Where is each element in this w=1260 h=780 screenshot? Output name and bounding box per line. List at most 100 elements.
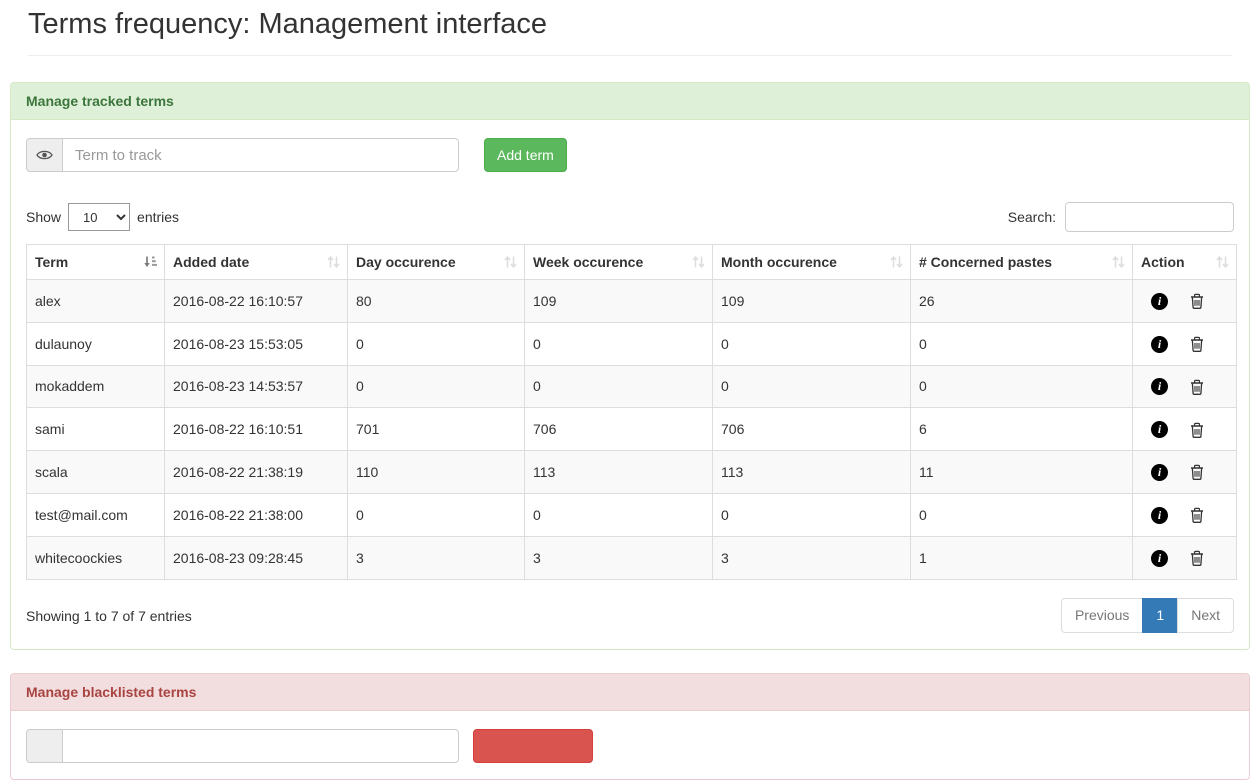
blacklisted-terms-panel: Manage blacklisted terms xyxy=(10,673,1250,780)
day-occurence-cell: 80 xyxy=(347,279,525,323)
tracked-terms-panel-heading: Manage tracked terms xyxy=(11,83,1249,120)
table-row: alex 2016-08-22 16:10:57 80 109 109 26 i xyxy=(26,279,1237,323)
sort-ascending-icon xyxy=(143,255,158,269)
column-header-action[interactable]: Action xyxy=(1132,244,1237,280)
term-cell: sami xyxy=(26,407,165,452)
action-cell: i xyxy=(1132,492,1237,537)
week-occurence-cell: 706 xyxy=(524,407,713,452)
sort-both-icon xyxy=(327,255,340,269)
pagination: Previous 1 Next xyxy=(1060,597,1234,634)
concerned-pastes-cell: 0 xyxy=(910,364,1133,409)
concerned-pastes-cell: 11 xyxy=(910,450,1133,494)
action-cell: i xyxy=(1132,407,1237,452)
column-header-concerned-pastes[interactable]: # Concerned pastes xyxy=(910,244,1133,280)
term-cell: whitecoockies xyxy=(26,535,165,580)
pagination-previous[interactable]: Previous xyxy=(1060,597,1144,634)
week-occurence-cell: 0 xyxy=(524,321,713,366)
blacklisted-terms-panel-heading: Manage blacklisted terms xyxy=(11,674,1249,712)
concerned-pastes-cell: 1 xyxy=(910,535,1133,580)
table-row: dulaunoy 2016-08-23 15:53:05 0 0 0 0 i xyxy=(26,321,1237,366)
column-header-month-occurence[interactable]: Month occurence xyxy=(712,244,911,280)
added-date-cell: 2016-08-22 21:38:19 xyxy=(164,450,348,494)
month-occurence-cell: 109 xyxy=(712,279,911,323)
day-occurence-cell: 3 xyxy=(347,535,525,580)
entries-per-page-select[interactable]: 10 xyxy=(68,203,131,231)
trash-icon[interactable] xyxy=(1190,464,1204,481)
table-row: mokaddem 2016-08-23 14:53:57 0 0 0 0 i xyxy=(26,364,1237,409)
trash-icon[interactable] xyxy=(1190,379,1204,395)
month-occurence-cell: 0 xyxy=(712,492,911,537)
column-header-term[interactable]: Term xyxy=(26,244,165,280)
day-occurence-cell: 0 xyxy=(347,364,525,409)
info-icon[interactable]: i xyxy=(1151,335,1168,353)
term-to-track-input[interactable] xyxy=(62,138,459,172)
sort-both-icon xyxy=(1216,255,1229,269)
add-term-button[interactable]: Add term xyxy=(484,138,567,172)
day-occurence-cell: 701 xyxy=(347,407,525,452)
info-icon[interactable]: i xyxy=(1151,421,1168,439)
trash-icon[interactable] xyxy=(1190,507,1204,524)
sort-both-icon xyxy=(692,255,705,269)
table-row: whitecoockies 2016-08-23 09:28:45 3 3 3 … xyxy=(26,535,1237,580)
month-occurence-cell: 3 xyxy=(712,535,911,580)
sort-both-icon xyxy=(504,255,517,269)
trash-icon[interactable] xyxy=(1190,336,1204,353)
action-cell: i xyxy=(1132,450,1237,494)
term-cell: dulaunoy xyxy=(26,321,165,366)
day-occurence-cell: 0 xyxy=(347,321,525,366)
month-occurence-cell: 0 xyxy=(712,321,911,366)
info-icon[interactable]: i xyxy=(1151,549,1168,567)
term-cell: test@mail.com xyxy=(26,492,165,537)
action-cell: i xyxy=(1132,364,1237,409)
info-icon[interactable]: i xyxy=(1151,463,1168,481)
pagination-next[interactable]: Next xyxy=(1177,597,1234,634)
term-cell: mokaddem xyxy=(26,364,165,409)
table-length-control: Show 10 entries xyxy=(26,203,179,231)
action-cell: i xyxy=(1132,535,1237,580)
month-occurence-cell: 0 xyxy=(712,364,911,409)
table-info: Showing 1 to 7 of 7 entries xyxy=(26,607,192,624)
concerned-pastes-cell: 0 xyxy=(910,492,1133,537)
added-date-cell: 2016-08-22 16:10:57 xyxy=(164,279,348,323)
added-date-cell: 2016-08-23 09:28:45 xyxy=(164,535,348,580)
week-occurence-cell: 0 xyxy=(524,492,713,537)
blacklist-input-group xyxy=(26,729,459,764)
info-icon[interactable]: i xyxy=(1151,292,1168,310)
show-label: Show xyxy=(26,209,62,225)
concerned-pastes-cell: 26 xyxy=(910,279,1133,323)
added-date-cell: 2016-08-22 21:38:00 xyxy=(164,492,348,537)
table-row: sami 2016-08-22 16:10:51 701 706 706 6 i xyxy=(26,407,1237,452)
day-occurence-cell: 0 xyxy=(347,492,525,537)
month-occurence-cell: 706 xyxy=(712,407,911,452)
day-occurence-cell: 110 xyxy=(347,450,525,494)
concerned-pastes-cell: 0 xyxy=(910,321,1133,366)
table-row: test@mail.com 2016-08-22 21:38:00 0 0 0 … xyxy=(26,492,1237,537)
week-occurence-cell: 113 xyxy=(524,450,713,494)
added-date-cell: 2016-08-23 15:53:05 xyxy=(164,321,348,366)
column-header-week-occurence[interactable]: Week occurence xyxy=(524,244,713,280)
search-input[interactable] xyxy=(1065,202,1234,232)
table-row: scala 2016-08-22 21:38:19 110 113 113 11… xyxy=(26,450,1237,494)
entries-label: entries xyxy=(137,209,180,225)
tracked-terms-table: Term Added date Day occurence xyxy=(26,244,1237,580)
table-header-row: Term Added date Day occurence xyxy=(26,244,1237,280)
eye-icon xyxy=(26,729,62,764)
info-icon[interactable]: i xyxy=(1151,378,1168,396)
added-date-cell: 2016-08-22 16:10:51 xyxy=(164,407,348,452)
sort-both-icon xyxy=(1112,255,1125,269)
month-occurence-cell: 113 xyxy=(712,450,911,494)
blacklist-term-button[interactable] xyxy=(473,729,593,764)
trash-icon[interactable] xyxy=(1190,293,1204,310)
action-cell: i xyxy=(1132,321,1237,366)
blacklist-term-input[interactable] xyxy=(62,729,459,764)
column-header-added-date[interactable]: Added date xyxy=(164,244,348,280)
eye-icon xyxy=(26,138,62,172)
trash-icon[interactable] xyxy=(1190,422,1204,438)
term-cell: alex xyxy=(26,279,165,323)
info-icon[interactable]: i xyxy=(1151,506,1168,524)
tracked-terms-panel: Manage tracked terms Add term Show 10 en… xyxy=(10,82,1250,651)
column-header-day-occurence[interactable]: Day occurence xyxy=(347,244,525,280)
pagination-page-1[interactable]: 1 xyxy=(1142,597,1179,634)
trash-icon[interactable] xyxy=(1190,550,1204,567)
blacklisted-terms-panel-body xyxy=(11,711,1249,779)
